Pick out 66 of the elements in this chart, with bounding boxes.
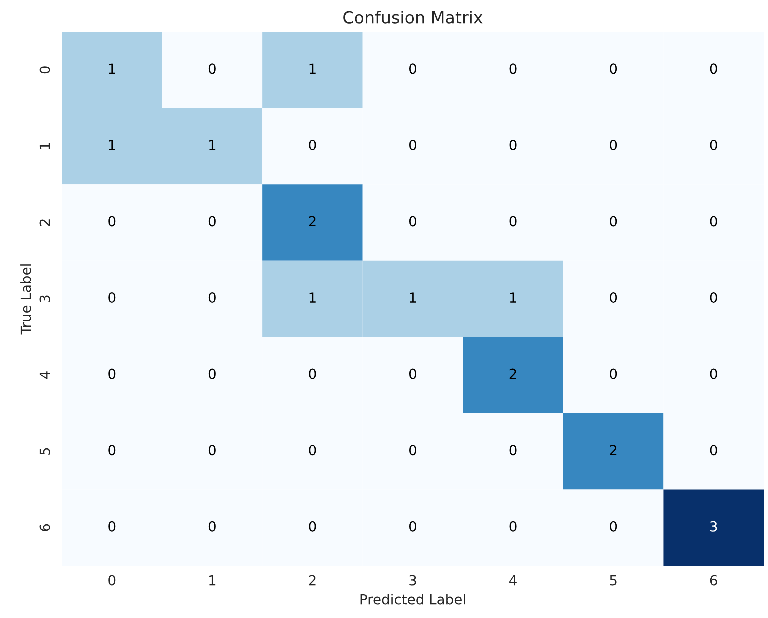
- data-label: 0: [409, 64, 416, 74]
- data-label: 0: [710, 140, 718, 150]
- y-axis-title: True Label: [20, 264, 32, 335]
- data-label: 0: [710, 368, 718, 380]
- y-tick-label: 6: [40, 524, 50, 532]
- data-label: 0: [208, 292, 216, 304]
- data-label: 0: [208, 216, 216, 227]
- data-label: 0: [208, 368, 216, 380]
- y-tick-label: 0: [40, 66, 50, 74]
- data-label: 0: [108, 368, 116, 380]
- data-label: 0: [710, 216, 718, 227]
- y-tick-label: 3: [40, 296, 50, 302]
- data-label: 0: [510, 64, 517, 74]
- data-label: 0: [309, 521, 316, 532]
- data-label: 1: [109, 64, 116, 74]
- data-label: 0: [409, 521, 416, 532]
- data-label: 0: [610, 292, 618, 304]
- y-tick-label: 2: [40, 220, 50, 226]
- data-label: 1: [410, 292, 416, 303]
- data-label: 0: [510, 521, 517, 532]
- y-tick-label: 1: [40, 143, 50, 150]
- data-label: 0: [710, 64, 718, 74]
- data-label: 0: [510, 216, 517, 227]
- data-label: 0: [610, 140, 618, 150]
- data-label: 0: [309, 445, 316, 456]
- x-tick-label: 0: [108, 575, 116, 586]
- data-label: 0: [610, 368, 618, 380]
- data-label: 2: [510, 368, 516, 380]
- data-label: 0: [208, 445, 216, 456]
- data-label: 1: [310, 64, 316, 74]
- data-label: 0: [208, 64, 216, 74]
- data-label: 2: [309, 216, 316, 227]
- data-label: 0: [510, 445, 517, 456]
- data-label: 1: [210, 140, 216, 150]
- data-label: 0: [610, 521, 618, 532]
- x-tick-label: 2: [309, 575, 316, 586]
- data-label: 0: [108, 445, 116, 456]
- x-tick-label: 5: [610, 575, 617, 586]
- x-axis-title: Predicted Label: [360, 594, 466, 605]
- data-label: 0: [710, 292, 718, 304]
- data-label: 1: [310, 292, 316, 303]
- data-label: 0: [409, 445, 416, 456]
- x-tick-label: 1: [210, 575, 216, 586]
- data-label: 1: [510, 292, 516, 303]
- data-label: 0: [208, 521, 216, 532]
- data-label: 0: [108, 292, 116, 304]
- data-label: 3: [710, 521, 718, 532]
- data-label: 0: [710, 445, 718, 456]
- data-label: 0: [309, 140, 316, 150]
- data-label: 0: [610, 216, 618, 227]
- data-label: 0: [610, 64, 618, 74]
- data-label: 0: [108, 521, 116, 532]
- data-label: 0: [409, 216, 416, 227]
- y-tick-label: 4: [40, 372, 50, 380]
- x-tick-label: 4: [510, 575, 517, 586]
- data-label: 0: [510, 140, 517, 150]
- data-label: 0: [409, 140, 416, 150]
- chart-title: Confusion Matrix: [344, 11, 483, 24]
- data-label: 1: [109, 140, 116, 150]
- x-tick-label: 6: [710, 575, 718, 586]
- y-tick-label: 5: [40, 448, 50, 455]
- data-label: 0: [409, 368, 416, 380]
- x-tick-label: 3: [410, 575, 416, 586]
- data-label: 0: [108, 216, 116, 227]
- data-label: 0: [309, 368, 316, 380]
- data-label: 2: [610, 445, 617, 456]
